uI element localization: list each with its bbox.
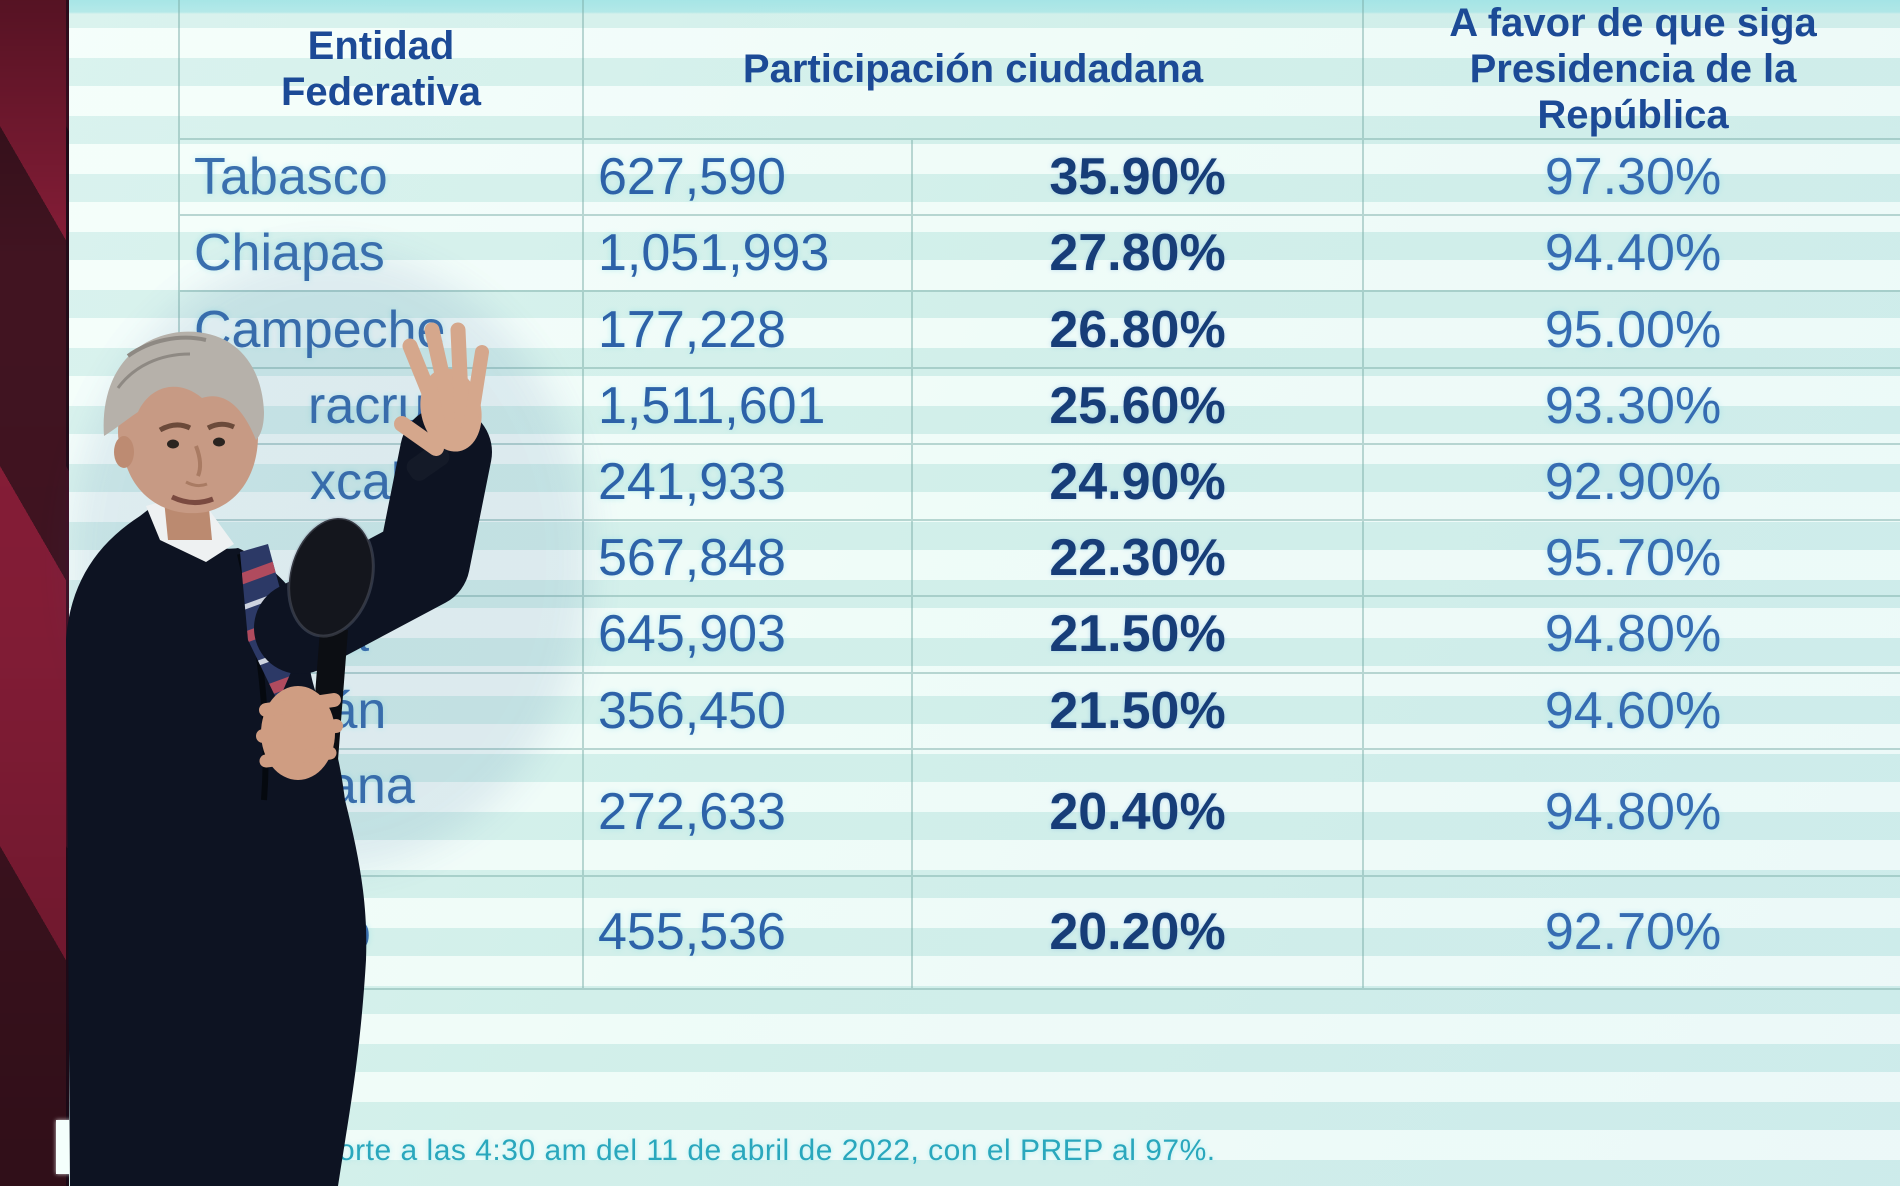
participation-pct-cell: 20.20%	[911, 876, 1362, 989]
participation-count-cell: 241,933	[582, 444, 911, 520]
entity-cell: racruz	[308, 376, 453, 435]
results-table: Entidad Federativa Participación ciudada…	[178, 0, 1900, 991]
header-entity-cell: Entidad Federativa	[180, 0, 582, 138]
participation-count-cell: 1,051,993	[582, 216, 911, 291]
header-entity-label: Entidad Federativa	[280, 24, 482, 114]
header-participation-label: Participación ciudadana	[742, 47, 1204, 91]
participation-count-cell: 177,228	[582, 292, 911, 367]
favor-pct-cell: 92.90%	[1362, 444, 1900, 520]
entity-cell: Campeche	[194, 300, 446, 359]
footnote-text: orte a las 4:30 am del 11 de abril de 20…	[338, 1134, 1216, 1167]
header-favor-cell: A favor de que siga Presidencia de la Re…	[1362, 0, 1900, 138]
entity-cell: ana	[328, 756, 415, 815]
favor-pct-cell: 93.30%	[1362, 368, 1900, 443]
entity-cell: tán	[314, 681, 387, 740]
table-row: Tabasco 627,590 35.90% 97.30%	[180, 140, 1900, 217]
entity-cell: ca	[314, 605, 369, 664]
favor-pct-cell: 94.60%	[1362, 673, 1900, 748]
favor-pct-cell: 92.70%	[1362, 876, 1900, 989]
entity-cell: Tabasco	[194, 148, 388, 207]
table-row: xcala 241,933 24.90% 92.90%	[180, 444, 1900, 522]
participation-pct-cell: 35.90%	[911, 140, 1362, 215]
header-favor-label: A favor de que siga Presidencia de la Re…	[1449, 1, 1817, 137]
participation-count-cell: 567,848	[582, 521, 911, 596]
table-row: Chiapas 1,051,993 27.80% 94.40%	[180, 216, 1900, 293]
table-row: tán 356,450 21.50% 94.60%	[180, 673, 1900, 750]
table-row: 567,848 22.30% 95.70%	[180, 521, 1900, 598]
table-row: Campeche 177,228 26.80% 95.00%	[180, 292, 1900, 369]
favor-pct-cell: 94.40%	[1362, 216, 1900, 291]
entity-cell	[180, 521, 582, 595]
entity-cell: Chiapas	[194, 224, 385, 283]
favor-pct-cell: 94.80%	[1362, 749, 1900, 875]
entity-cell: xcala	[310, 452, 432, 511]
participation-count-cell: 627,590	[582, 140, 911, 215]
table-header-row: Entidad Federativa Participación ciudada…	[180, 0, 1900, 140]
favor-pct-cell: 95.00%	[1362, 292, 1900, 367]
participation-count-cell: 356,450	[582, 673, 911, 748]
screen-artifact	[56, 1120, 82, 1174]
entity-cell: o	[342, 903, 371, 962]
participation-pct-cell: 27.80%	[911, 216, 1362, 291]
favor-pct-cell: 95.70%	[1362, 521, 1900, 596]
participation-pct-cell: 24.90%	[911, 444, 1362, 520]
participation-count-cell: 1,511,601	[582, 368, 911, 443]
participation-count-cell: 272,633	[582, 749, 911, 875]
favor-pct-cell: 97.30%	[1362, 140, 1900, 215]
header-participation-cell: Participación ciudadana	[582, 0, 1362, 138]
participation-pct-cell: 22.30%	[911, 521, 1362, 596]
participation-pct-cell: 25.60%	[911, 368, 1362, 443]
participation-pct-cell: 21.50%	[911, 597, 1362, 672]
favor-pct-cell: 94.80%	[1362, 597, 1900, 672]
participation-pct-cell: 26.80%	[911, 292, 1362, 367]
table-row: o 455,536 20.20% 92.70%	[180, 876, 1900, 991]
table-row: ca 645,903 21.50% 94.80%	[180, 597, 1900, 674]
table-row: ana 272,633 20.40% 94.80%	[180, 749, 1900, 877]
stage-left-band	[0, 0, 69, 1186]
participation-pct-cell: 20.40%	[911, 749, 1362, 875]
participation-pct-cell: 21.50%	[911, 673, 1362, 748]
table-row: racruz 1,511,601 25.60% 93.30%	[180, 368, 1900, 445]
participation-count-cell: 455,536	[582, 876, 911, 989]
participation-count-cell: 645,903	[582, 597, 911, 672]
